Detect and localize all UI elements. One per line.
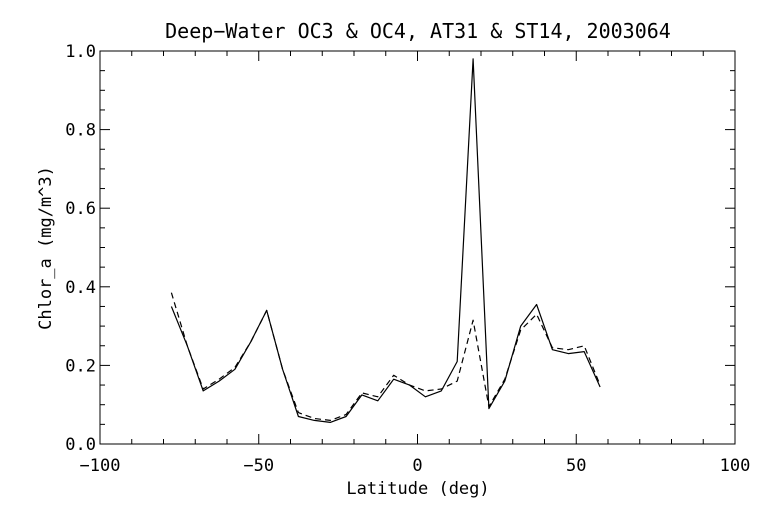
y-axis-label: Chlor_a (mg/m^3) xyxy=(36,166,56,330)
y-tick-label: 0.6 xyxy=(65,199,96,219)
axis-ticks xyxy=(99,50,736,445)
plot-frame xyxy=(99,50,736,445)
x-tick-label: 0 xyxy=(412,456,422,476)
x-axis-label: Latitude (deg) xyxy=(346,479,489,499)
x-tick-label: −100 xyxy=(80,456,121,476)
series-line-solid xyxy=(170,58,601,423)
y-tick-label: 0.8 xyxy=(65,121,96,141)
series-line-dashed xyxy=(170,292,601,421)
x-tick-label: 100 xyxy=(720,456,751,476)
chart-title: Deep−Water OC3 & OC4, AT31 & ST14, 20030… xyxy=(165,19,671,43)
axis-tick-labels: −100 −50 0 50 100 0.0 0.2 0.4 0.6 0.8 1.0 xyxy=(65,42,750,476)
y-tick-label: 1.0 xyxy=(65,42,96,62)
y-tick-label: 0.4 xyxy=(65,278,96,298)
x-tick-label: −50 xyxy=(243,456,274,476)
series-layer xyxy=(170,58,601,423)
x-tick-label: 50 xyxy=(566,456,586,476)
y-tick-label: 0.2 xyxy=(65,356,96,376)
y-tick-label: 0.0 xyxy=(65,435,96,455)
